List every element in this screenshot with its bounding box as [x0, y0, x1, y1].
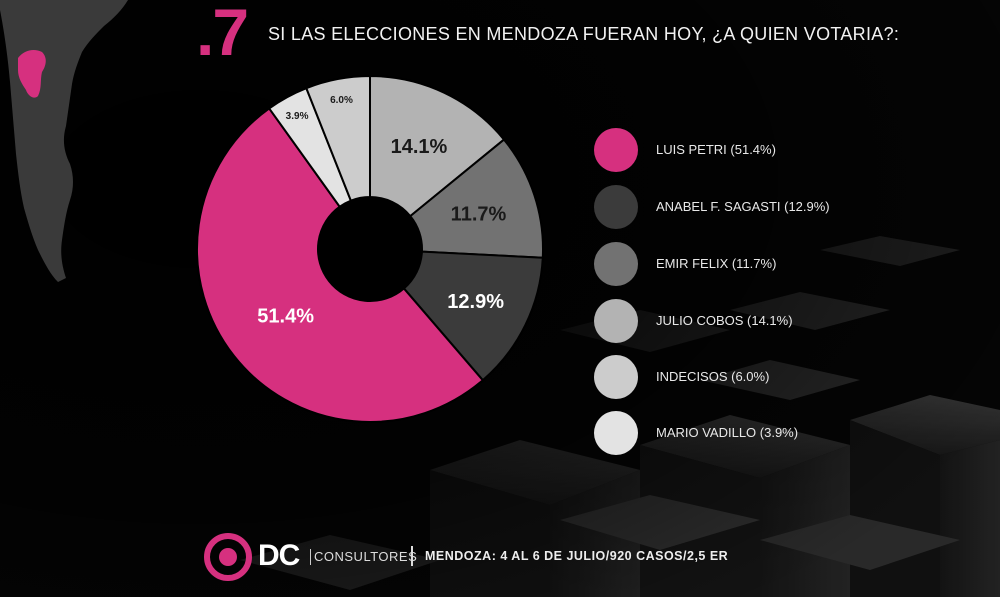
legend-label: LUIS PETRI (51.4%)	[656, 142, 776, 157]
legend-item-anabel-sagasti: ANABEL F. SAGASTI (12.9%)	[594, 185, 914, 229]
brand-name: DC	[258, 539, 300, 572]
argentina-map	[0, 0, 128, 282]
legend-swatch	[594, 411, 638, 455]
divider	[310, 549, 311, 565]
dc-logo-icon	[204, 533, 252, 581]
mendoza-highlight	[18, 50, 46, 98]
legend-item-julio-cobos: JULIO COBOS (14.1%)	[594, 299, 914, 343]
data-label: 12.9%	[447, 291, 504, 313]
legend-label: ANABEL F. SAGASTI (12.9%)	[656, 199, 830, 214]
data-label: 11.7%	[451, 204, 507, 226]
chart-title: SI LAS ELECCIONES EN MENDOZA FUERAN HOY,…	[268, 24, 900, 44]
survey-info: MENDOZA: 4 AL 6 DE JULIO/920 CASOS/2,5 E…	[425, 549, 729, 563]
donut-hole	[318, 197, 422, 301]
legend-swatch	[594, 299, 638, 343]
legend-swatch	[594, 185, 638, 229]
divider	[411, 546, 413, 566]
brand-subtitle: CONSULTORES	[314, 549, 418, 564]
data-label: 6.0%	[330, 95, 353, 106]
legend-item-luis-petri: LUIS PETRI (51.4%)	[594, 128, 914, 172]
legend-swatch	[594, 242, 638, 286]
legend-label: INDECISOS (6.0%)	[656, 369, 770, 384]
legend-label: JULIO COBOS (14.1%)	[656, 313, 793, 328]
legend-swatch	[594, 355, 638, 399]
data-label: 14.1%	[391, 136, 448, 158]
slide-number: .7	[196, 0, 249, 69]
legend-label: MARIO VADILLO (3.9%)	[656, 425, 799, 440]
legend-item-mario-vadillo: MARIO VADILLO (3.9%)	[594, 411, 914, 455]
legend-item-indecisos: INDECISOS (6.0%)	[594, 355, 914, 399]
data-label: 3.9%	[286, 111, 309, 122]
legend-label: EMIR FELIX (11.7%)	[656, 256, 777, 271]
legend-item-emir-felix: EMIR FELIX (11.7%)	[594, 242, 914, 286]
legend-swatch	[594, 128, 638, 172]
data-label: 51.4%	[257, 305, 314, 327]
